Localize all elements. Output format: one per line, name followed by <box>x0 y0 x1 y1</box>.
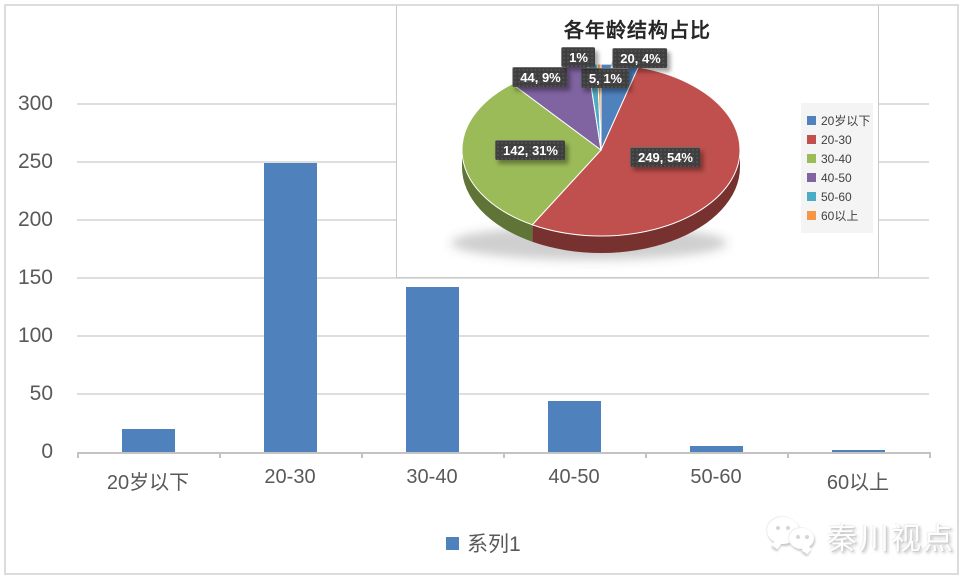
pie-legend-item-20岁以下: 20岁以下 <box>807 111 873 130</box>
x-axis-label: 20-30 <box>264 466 316 488</box>
legend-label: 50-60 <box>821 189 852 204</box>
wechat-icon <box>767 515 817 557</box>
pie-data-label-20岁以下: 20, 4% <box>612 48 668 68</box>
x-axis-tick <box>503 452 505 458</box>
x-axis-label: 20岁以下 <box>106 472 190 494</box>
gridline <box>77 335 929 337</box>
pie-legend: 20岁以下 20-30 30-40 40-50 50-60 60以上 <box>801 103 873 233</box>
legend-swatch <box>807 116 816 125</box>
x-axis-label: 40-50 <box>548 466 600 488</box>
series1-legend-swatch <box>446 536 459 550</box>
y-axis-tick-label: 200 <box>17 208 53 231</box>
pie-chart-title: 各年龄结构占比 <box>564 20 711 42</box>
bar-chart-legend: 系列1 <box>446 528 521 558</box>
pie-legend-item-20-30: 20-30 <box>807 130 873 149</box>
pie-data-label-50-60: 5, 1% <box>580 68 630 88</box>
watermark-text: 秦川视点 <box>827 523 955 556</box>
y-axis-tick-label: 300 <box>17 92 53 115</box>
pie-data-label-30-40: 142, 31% <box>495 140 565 160</box>
x-axis-label: 30-40 <box>406 466 458 488</box>
pie-slice-side-20-30 <box>532 150 740 253</box>
y-axis-tick-label: 150 <box>17 266 53 289</box>
pie-data-label-40-50: 44, 9% <box>512 67 568 87</box>
bar-20-30 <box>263 163 317 452</box>
legend-label: 60以上 <box>821 209 859 223</box>
x-axis-tick <box>361 452 363 458</box>
bar-60以上 <box>831 449 885 452</box>
x-axis-tick <box>787 452 789 458</box>
legend-swatch <box>807 154 816 163</box>
pie-data-label-60以上: 1% <box>561 47 595 67</box>
legend-swatch <box>807 173 816 182</box>
watermark: 秦川视点 <box>767 514 955 558</box>
legend-label: 30-40 <box>821 151 852 166</box>
legend-label: 20-30 <box>821 132 852 147</box>
pie-legend-item-50-60: 50-60 <box>807 187 873 206</box>
legend-swatch <box>807 192 816 201</box>
bar-20岁以下 <box>121 428 175 452</box>
x-axis-tick <box>929 452 931 458</box>
pie-legend-item-40-50: 40-50 <box>807 168 873 187</box>
y-axis-tick-label: 100 <box>17 324 53 347</box>
x-axis-tick <box>77 452 79 458</box>
bar-30-40 <box>405 287 459 452</box>
legend-swatch <box>807 211 816 220</box>
x-axis-tick <box>645 452 647 458</box>
bar-40-50 <box>547 400 601 452</box>
legend-label: 20岁以下 <box>821 114 871 128</box>
pie-legend-item-30-40: 30-40 <box>807 149 873 168</box>
legend-label: 40-50 <box>821 170 852 185</box>
y-axis-tick-label: 50 <box>29 382 53 405</box>
pie-slice-side-30-40 <box>462 150 533 242</box>
x-axis-label: 60以上 <box>826 472 890 494</box>
pie-data-label-20-30: 249, 54% <box>630 147 700 167</box>
y-axis-tick-label: 250 <box>17 150 53 173</box>
gridline <box>77 393 929 395</box>
legend-swatch <box>807 135 816 144</box>
x-axis-tick <box>219 452 221 458</box>
pie-legend-item-60以上: 60以上 <box>807 206 873 225</box>
gridline <box>77 277 929 279</box>
pie-chart-inset: 各年龄结构占比 20, 4% 249, 54% 142, 31% 44, 9% 5, 1… <box>396 5 879 278</box>
bar-50-60 <box>689 446 743 452</box>
y-axis-tick-label: 0 <box>41 440 53 463</box>
series1-legend-label: 系列1 <box>467 533 521 556</box>
x-axis-label: 50-60 <box>690 466 742 488</box>
